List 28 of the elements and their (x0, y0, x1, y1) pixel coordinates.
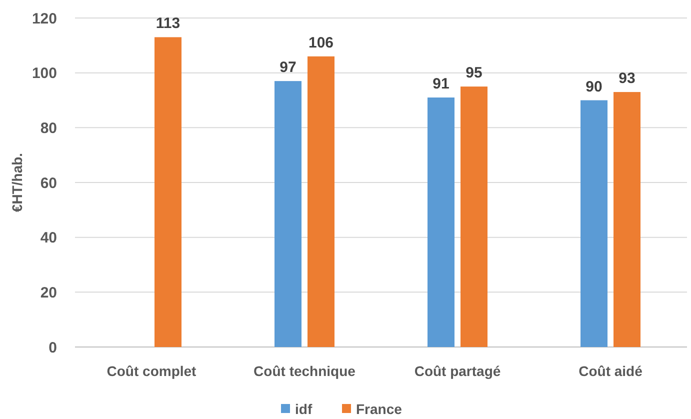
bar (460, 86, 488, 347)
bar (614, 92, 640, 347)
data-label: 90 (586, 78, 602, 96)
y-tick-label: 120 (32, 10, 57, 28)
x-tick-label: Coût technique (254, 363, 356, 379)
y-axis-title: €HT/hab. (9, 152, 25, 212)
legend-label: idf (295, 400, 312, 417)
legend-label: France (356, 400, 402, 417)
x-tick-label: Coût complet (106, 363, 197, 379)
y-tick-label: 0 (48, 339, 57, 356)
bar (308, 56, 334, 347)
data-label: 113 (156, 15, 180, 32)
x-tick-label: Coût aidé (578, 363, 643, 379)
data-label: 97 (280, 59, 296, 76)
y-tick-label: 40 (40, 230, 57, 247)
data-label: 91 (432, 76, 450, 93)
bar (154, 37, 182, 347)
bar (428, 98, 454, 347)
data-label: 95 (466, 64, 482, 82)
y-tick-label: 100 (32, 65, 57, 82)
bar (274, 81, 302, 347)
data-label: 106 (308, 34, 334, 52)
data-label: 93 (618, 70, 636, 88)
x-tick-label: Coût partagé (414, 363, 501, 379)
bar (580, 100, 608, 347)
y-tick-label: 20 (40, 284, 57, 302)
y-tick-label: 60 (40, 174, 57, 192)
y-tick-label: 80 (40, 120, 57, 137)
